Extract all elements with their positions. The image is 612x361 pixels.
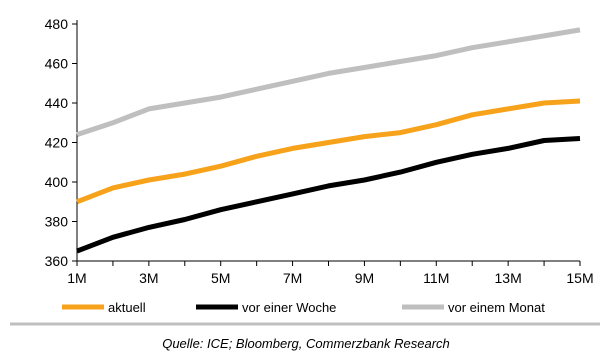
series-lines — [76, 27, 581, 254]
y-axis: 360 380 400 420 440 460 480 — [45, 16, 78, 269]
y-tick-label: 360 — [45, 253, 69, 269]
legend-label: aktuell — [108, 300, 146, 315]
legend-label: vor einem Monat — [448, 300, 545, 315]
x-tick-label: 11M — [423, 270, 449, 286]
x-tick-label: 3M — [139, 270, 158, 286]
series-line-vor-einem-monat — [76, 27, 581, 137]
series-line-aktuell — [76, 98, 581, 205]
source-note: Quelle: ICE; Bloomberg, Commerzbank Rese… — [162, 336, 450, 351]
y-tick-label: 420 — [45, 135, 69, 151]
x-tick-label: 13M — [495, 270, 522, 286]
legend-label: vor einer Woche — [242, 300, 336, 315]
x-axis: 1M 3M 5M 7M 9M 11M 13M 15M — [67, 260, 594, 286]
x-tick-label: 15M — [566, 270, 593, 286]
y-tick-label: 480 — [45, 16, 69, 32]
y-tick-label: 400 — [45, 174, 69, 190]
x-tick-label: 1M — [67, 270, 86, 286]
y-tick-label: 380 — [45, 214, 69, 230]
line-chart: 360 380 400 420 440 460 480 1M 3M 5M 7M 9M 11M 13M 15… — [10, 16, 600, 326]
y-tick-label: 460 — [45, 56, 69, 72]
y-tick-label: 440 — [45, 95, 69, 111]
x-tick-label: 5M — [211, 270, 230, 286]
x-tick-label: 7M — [283, 270, 302, 286]
legend: aktuell vor einer Woche vor einem Monat — [62, 300, 545, 315]
x-tick-label: 9M — [355, 270, 374, 286]
series-line-vor-einer-woche — [76, 136, 581, 254]
